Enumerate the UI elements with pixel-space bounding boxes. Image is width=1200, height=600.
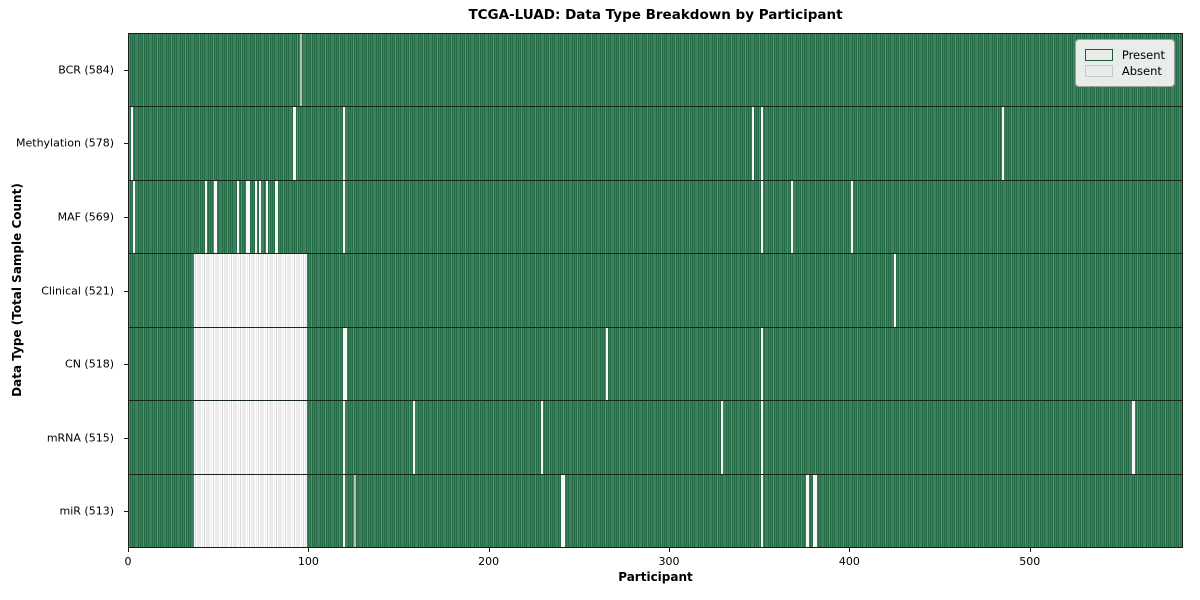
absent-stripe — [541, 401, 544, 474]
y-tick-label: mRNA (515) — [46, 431, 114, 445]
absent-stripe — [237, 180, 239, 254]
absent-stripe — [255, 180, 257, 254]
absent-stripe — [274, 180, 279, 254]
absent-stripe — [354, 474, 356, 547]
absent-stripe — [751, 107, 754, 180]
absent-stripe — [894, 254, 896, 327]
y-tick-mark — [124, 364, 128, 366]
y-tick-mark — [124, 69, 128, 71]
x-tick-mark — [128, 548, 129, 552]
absent-stripe — [343, 107, 346, 180]
absent-stripe — [760, 327, 763, 401]
absent-stripe — [760, 474, 763, 547]
absent-stripe — [213, 180, 218, 254]
absent-stripe — [132, 180, 135, 254]
y-axis-ticks: BCR (584) Methylation (578) MAF (569) Clini… — [0, 33, 122, 548]
y-tick-mark — [124, 143, 128, 145]
absent-stripe — [1131, 401, 1136, 474]
absent-stripe — [606, 327, 608, 401]
present-swatch-icon — [1084, 49, 1113, 61]
legend-label-present: Present — [1121, 48, 1165, 62]
y-tick-label: miR (513) — [59, 504, 115, 518]
x-axis-label: Participant — [618, 570, 693, 584]
row-maf — [129, 180, 1182, 255]
row-bcr — [129, 34, 1182, 108]
x-axis-ticks: 0 100 200 300 400 500 — [124, 548, 1183, 572]
x-tick-mark — [1029, 548, 1031, 552]
absent-stripe — [343, 327, 347, 401]
absent-stripe — [300, 34, 302, 107]
absent-stripe — [193, 327, 308, 401]
y-tick-label: BCR (584) — [58, 63, 114, 77]
absent-stripe — [193, 401, 308, 474]
x-tick-label: 100 — [297, 555, 319, 568]
y-tick-mark — [124, 511, 128, 513]
x-tick-mark — [849, 548, 851, 552]
x-tick-mark — [669, 548, 671, 552]
x-tick-label: 500 — [1019, 555, 1041, 568]
x-tick-label: 300 — [658, 555, 680, 568]
absent-stripe — [343, 401, 346, 474]
y-tick-label: Methylation (578) — [16, 136, 114, 150]
legend-label-absent: Absent — [1121, 64, 1162, 78]
absent-stripe — [343, 474, 346, 547]
row-mrna — [129, 401, 1182, 475]
absent-stripe — [850, 180, 853, 254]
absent-stripe — [760, 180, 763, 254]
x-tick-label: 200 — [478, 555, 500, 568]
absent-stripe — [246, 180, 250, 254]
legend: Present Absent — [1074, 39, 1175, 87]
absent-stripe — [760, 401, 763, 474]
row-methylation — [129, 107, 1182, 181]
x-tick-label: 0 — [124, 555, 132, 568]
x-tick-mark — [488, 548, 490, 552]
absent-stripe — [193, 254, 308, 327]
absent-stripe — [760, 107, 763, 180]
y-tick-label: Clinical (521) — [41, 284, 114, 297]
absent-stripe — [1002, 107, 1004, 180]
absent-stripe — [292, 107, 297, 180]
row-clinical — [129, 254, 1182, 328]
absent-stripe — [561, 474, 565, 547]
absent-stripe — [805, 474, 810, 547]
plot-area: Present Absent — [128, 33, 1183, 548]
absent-stripe — [343, 180, 346, 254]
absent-stripe — [258, 180, 261, 254]
x-tick-label: 400 — [838, 555, 860, 568]
absent-stripe — [130, 107, 133, 180]
absent-stripe — [813, 474, 817, 547]
legend-item-absent: Absent — [1084, 64, 1165, 78]
y-tick-mark — [124, 437, 128, 439]
chart-title: TCGA-LUAD: Data Type Breakdown by Partic… — [468, 7, 843, 23]
absent-stripe — [413, 401, 416, 474]
absent-stripe — [193, 474, 308, 547]
row-cn — [129, 327, 1182, 402]
x-tick-mark — [308, 548, 310, 552]
absent-stripe — [791, 180, 794, 254]
y-tick-label: MAF (569) — [57, 210, 114, 224]
absent-stripe — [204, 180, 207, 254]
absent-stripe — [265, 180, 268, 254]
y-tick-mark — [124, 290, 128, 292]
y-tick-label: CN (518) — [65, 357, 114, 371]
legend-item-present: Present — [1084, 48, 1165, 62]
row-mir — [129, 474, 1182, 547]
y-tick-mark — [124, 216, 128, 218]
absent-swatch-icon — [1084, 65, 1113, 77]
absent-stripe — [721, 401, 724, 474]
